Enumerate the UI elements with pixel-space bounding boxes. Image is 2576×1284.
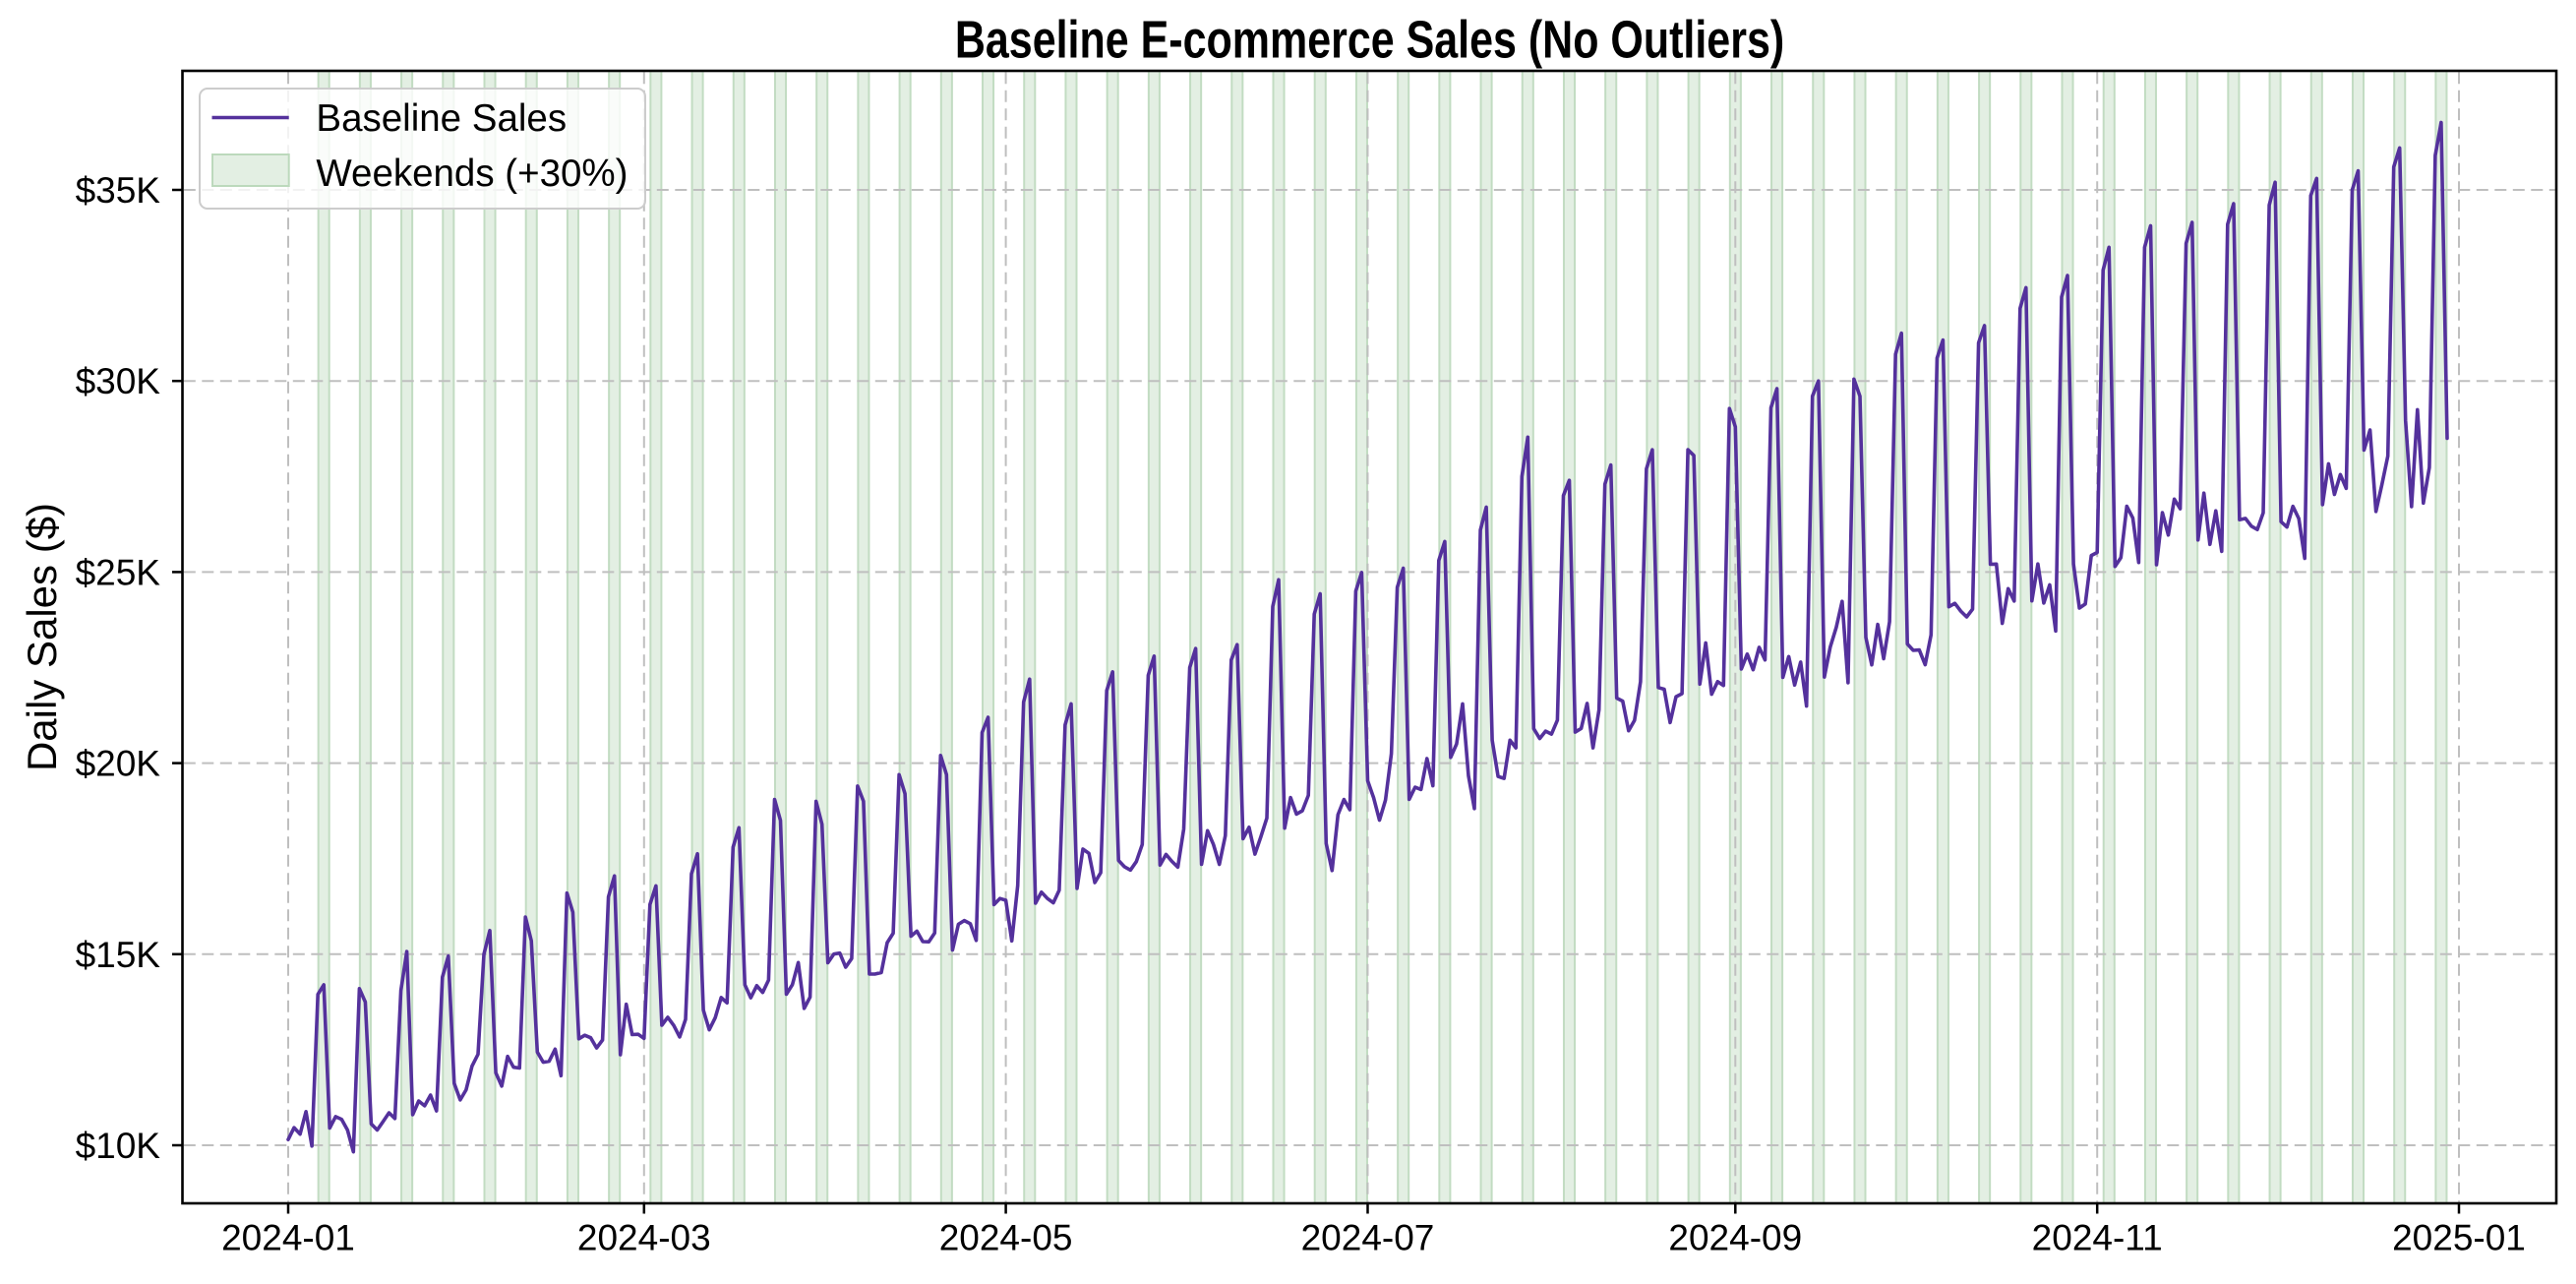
svg-text:Baseline Sales: Baseline Sales (316, 97, 567, 140)
svg-text:2024-07: 2024-07 (1301, 1218, 1435, 1258)
svg-text:$20K: $20K (76, 744, 161, 784)
svg-text:2024-03: 2024-03 (577, 1218, 711, 1258)
svg-text:$25K: $25K (76, 552, 161, 592)
svg-text:Daily Sales ($): Daily Sales ($) (19, 503, 65, 771)
svg-text:$35K: $35K (76, 170, 161, 211)
svg-text:Baseline E-commerce Sales (No: Baseline E-commerce Sales (No Outliers) (955, 11, 1784, 70)
svg-text:Weekends (+30%): Weekends (+30%) (316, 153, 628, 195)
svg-text:$10K: $10K (76, 1126, 161, 1166)
svg-text:$15K: $15K (76, 935, 161, 975)
svg-text:2025-01: 2025-01 (2392, 1218, 2526, 1258)
svg-text:2024-09: 2024-09 (1668, 1218, 1802, 1258)
svg-text:2024-05: 2024-05 (939, 1218, 1073, 1258)
svg-text:$30K: $30K (76, 361, 161, 401)
svg-text:2024-01: 2024-01 (221, 1218, 355, 1258)
svg-text:2024-11: 2024-11 (2032, 1218, 2163, 1258)
